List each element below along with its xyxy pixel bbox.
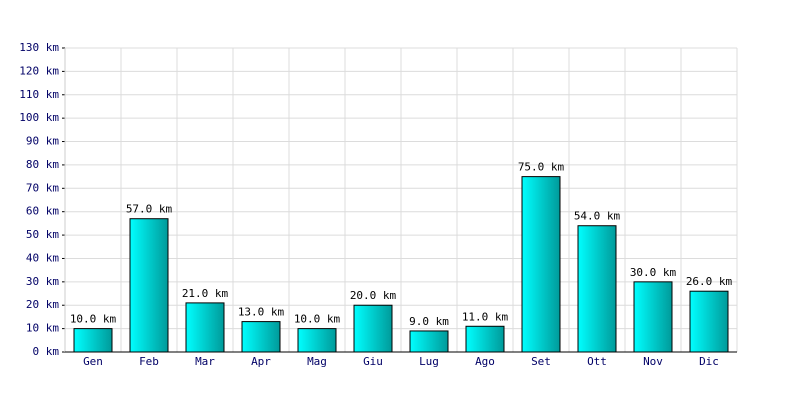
- value-label: 26.0 km: [686, 275, 733, 288]
- bar: [633, 281, 673, 353]
- value-label: 10.0 km: [294, 313, 341, 326]
- x-tick-label: Nov: [643, 355, 663, 368]
- x-tick-label: Ott: [587, 355, 607, 368]
- x-tick-label: Set: [531, 355, 551, 368]
- x-tick-label: Feb: [139, 355, 159, 368]
- x-tick-label: Mag: [307, 355, 327, 368]
- x-tick-label: Lug: [419, 355, 439, 368]
- value-label: 11.0 km: [462, 310, 509, 323]
- x-tick-label: Gen: [83, 355, 103, 368]
- x-tick-label: Apr: [251, 355, 271, 368]
- y-tick-label: 40 km: [26, 251, 59, 264]
- y-tick-label: 110 km: [19, 88, 59, 101]
- y-tick-label: 10 km: [26, 322, 59, 335]
- x-tick-label: Dic: [699, 355, 719, 368]
- y-tick-label: 0 km: [33, 345, 60, 358]
- bar: [353, 304, 393, 353]
- value-label: 9.0 km: [409, 315, 449, 328]
- value-label: 30.0 km: [630, 266, 677, 279]
- value-label: 13.0 km: [238, 306, 285, 319]
- value-label: 10.0 km: [70, 313, 117, 326]
- y-tick-label: 100 km: [19, 111, 59, 124]
- y-tick-label: 130 km: [19, 41, 59, 54]
- value-label: 21.0 km: [182, 287, 229, 300]
- value-label: 57.0 km: [126, 203, 173, 216]
- y-tick-label: 70 km: [26, 181, 59, 194]
- y-tick-label: 50 km: [26, 228, 59, 241]
- bar: [465, 325, 505, 353]
- bar: [689, 290, 729, 353]
- y-tick-label: 30 km: [26, 275, 59, 288]
- bar: [129, 218, 169, 353]
- bar: [577, 225, 617, 353]
- value-label: 20.0 km: [350, 289, 397, 302]
- x-tick-label: Ago: [475, 355, 495, 368]
- bar: [241, 321, 281, 353]
- bar: [297, 328, 337, 353]
- y-tick-label: 90 km: [26, 135, 59, 148]
- y-tick-label: 20 km: [26, 298, 59, 311]
- x-tick-label: Mar: [195, 355, 215, 368]
- x-tick-label: Giu: [363, 355, 383, 368]
- value-label: 75.0 km: [518, 161, 565, 174]
- value-label: 54.0 km: [574, 210, 621, 223]
- y-tick-label: 120 km: [19, 64, 59, 77]
- bar: [521, 176, 561, 353]
- bar: [409, 330, 449, 353]
- bar: [185, 302, 225, 353]
- y-tick-label: 80 km: [26, 158, 59, 171]
- y-tick-label: 60 km: [26, 205, 59, 218]
- bar: [73, 328, 113, 353]
